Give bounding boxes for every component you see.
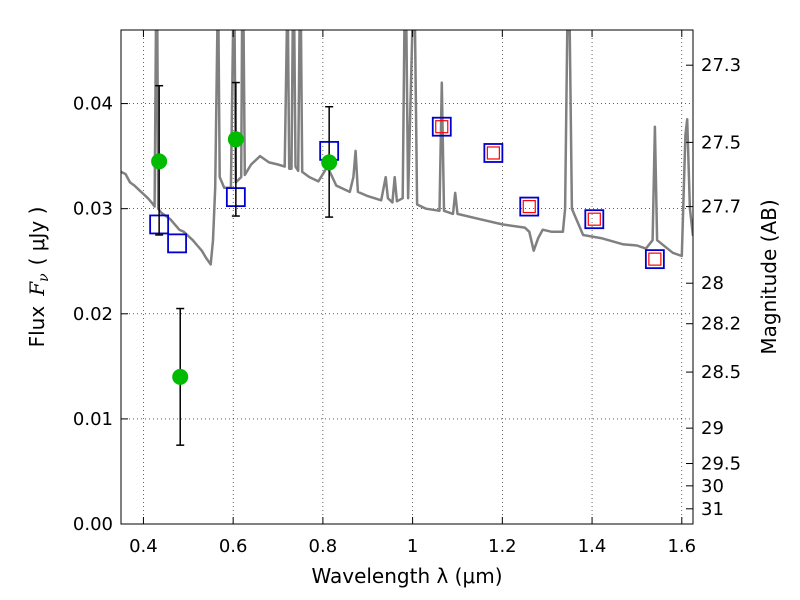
y-tick-label: 0.01 [73, 409, 113, 430]
nir-photometry-square [435, 120, 449, 134]
marker-layer [149, 81, 665, 446]
nir-photometry-square [648, 252, 662, 266]
x-axis-label: Wavelength λ (μm) [311, 564, 502, 588]
x-tick-label: 0.8 [309, 536, 338, 557]
x-tick-label: 1 [407, 536, 418, 557]
observed-photometry-point [172, 368, 189, 385]
tick-layer: 0.4 0.6 0.8 1 1.2 1.4 1.6 0.00 0.01 0.02 0.03 0.04 2… [73, 30, 741, 557]
y2-tick-label: 30 [701, 476, 724, 497]
y2-axis-label: Magnitude (AB) [757, 199, 781, 354]
plot-frame [120, 29, 694, 525]
y-tick-label: 0.03 [73, 199, 113, 220]
y-axis-label-var: F [25, 281, 49, 297]
y-axis-label-prefix: Flux [25, 306, 49, 348]
x-tick-label: 1.6 [667, 536, 696, 557]
nir-photometry-square [522, 199, 536, 214]
y-axis-label-sub: ν [36, 273, 52, 282]
model-photometry-square [483, 143, 504, 163]
y2-tick-label: 28 [701, 273, 724, 294]
observed-photometry-point [321, 154, 338, 171]
y-axis-label-suffix: ( μJy ) [25, 207, 49, 266]
observed-photometry-point [151, 153, 168, 170]
y2-tick-label: 29.5 [701, 454, 741, 475]
observed-photometry-point [227, 131, 244, 148]
sed-curve [121, 30, 693, 266]
y2-tick-label: 27.7 [701, 197, 741, 218]
y2-tick-label: 27.3 [701, 55, 741, 76]
model-photometry-square [431, 116, 452, 137]
x-tick-label: 0.6 [219, 536, 248, 557]
x-tick-label: 0.4 [129, 536, 158, 557]
sed-layer [121, 30, 693, 266]
y-tick-label: 0.00 [73, 514, 113, 535]
model-photometry-square [519, 196, 540, 217]
model-photometry-square [644, 249, 665, 270]
x-tick-label: 1.2 [488, 536, 517, 557]
y2-tick-label: 27.5 [701, 132, 741, 153]
model-photometry-square [584, 209, 605, 230]
y-axis-label: Flux Fν ( μJy ) [25, 207, 52, 348]
x-tick-label: 1.4 [578, 536, 607, 557]
y2-tick-label: 28.2 [701, 314, 741, 335]
y2-tick-label: 31 [701, 499, 724, 520]
y2-tick-label: 28.5 [701, 362, 741, 383]
y2-tick-label: 29 [701, 418, 724, 439]
model-photometry-square [167, 233, 187, 254]
nir-photometry-square [587, 212, 601, 226]
y-tick-label: 0.02 [73, 304, 113, 325]
nir-photometry-square [486, 146, 500, 160]
y-tick-label: 0.04 [73, 94, 113, 115]
